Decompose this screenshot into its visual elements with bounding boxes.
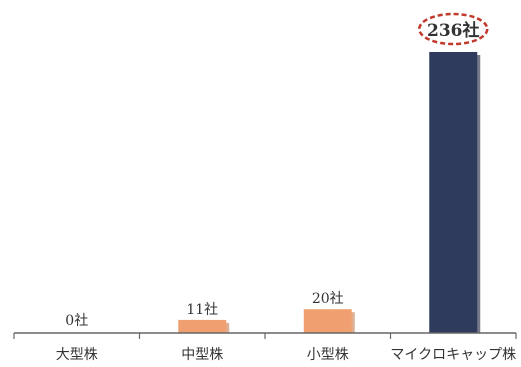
bar-中型株	[178, 319, 227, 333]
category-label: 大型株	[56, 347, 98, 363]
x-ticks-group	[13, 333, 517, 339]
data-label: 0社	[65, 313, 88, 329]
bar-マイクロキャップ株	[429, 52, 478, 333]
data-labels-group: 0社 11社 20社 236社	[65, 12, 489, 329]
bar-小型株	[303, 309, 352, 333]
data-label: 236社	[427, 20, 480, 41]
category-label: マイクロキャップ株	[390, 347, 516, 363]
highlight-ellipse	[418, 12, 489, 46]
category-label: 中型株	[181, 347, 223, 363]
category-label: 小型株	[307, 347, 349, 363]
bars-group	[178, 52, 481, 333]
category-labels-group: 大型株 中型株 小型株 マイクロキャップ株	[56, 347, 516, 363]
data-label: 11社	[186, 302, 218, 318]
data-label: 20社	[312, 291, 344, 307]
